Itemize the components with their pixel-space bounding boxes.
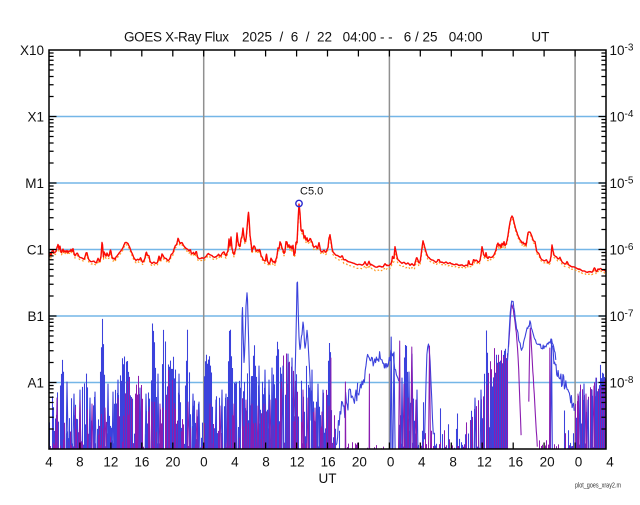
svg-text:0: 0 xyxy=(575,455,583,470)
svg-text:12: 12 xyxy=(290,455,305,470)
svg-text:UT: UT xyxy=(319,471,337,486)
svg-text:M1: M1 xyxy=(25,176,44,191)
svg-text:6 / 25: 6 / 25 xyxy=(404,30,438,45)
svg-text:8: 8 xyxy=(76,455,84,470)
svg-text:plot_goes_xray2.m: plot_goes_xray2.m xyxy=(575,481,621,490)
svg-text:12: 12 xyxy=(103,455,118,470)
svg-text:X1: X1 xyxy=(27,109,44,124)
svg-text:A1: A1 xyxy=(27,375,44,390)
svg-text:GOES X-Ray Flux: GOES X-Ray Flux xyxy=(124,30,229,45)
svg-text:0: 0 xyxy=(200,455,208,470)
svg-text:4: 4 xyxy=(231,455,239,470)
svg-text:12: 12 xyxy=(477,455,492,470)
svg-text:8: 8 xyxy=(262,455,270,470)
svg-text:8: 8 xyxy=(449,455,457,470)
svg-text:20: 20 xyxy=(165,455,180,470)
svg-text:20: 20 xyxy=(352,455,367,470)
svg-text:B1: B1 xyxy=(27,309,44,324)
svg-text:2025 / 6 / 22: 2025 / 6 / 22 xyxy=(242,30,332,45)
svg-text:UT: UT xyxy=(531,30,549,45)
svg-text:C1: C1 xyxy=(27,242,44,257)
svg-text:X10: X10 xyxy=(20,43,44,58)
svg-text:04:00: 04:00 xyxy=(343,30,377,45)
svg-text:4: 4 xyxy=(418,455,426,470)
svg-text:16: 16 xyxy=(321,455,336,470)
svg-text:16: 16 xyxy=(508,455,523,470)
svg-text:16: 16 xyxy=(134,455,149,470)
svg-text:20: 20 xyxy=(540,455,555,470)
svg-text:C5.0: C5.0 xyxy=(300,186,323,198)
svg-text:0: 0 xyxy=(387,455,395,470)
svg-text:4: 4 xyxy=(45,455,53,470)
svg-text:4: 4 xyxy=(606,455,614,470)
svg-text:04:00: 04:00 xyxy=(449,30,483,45)
